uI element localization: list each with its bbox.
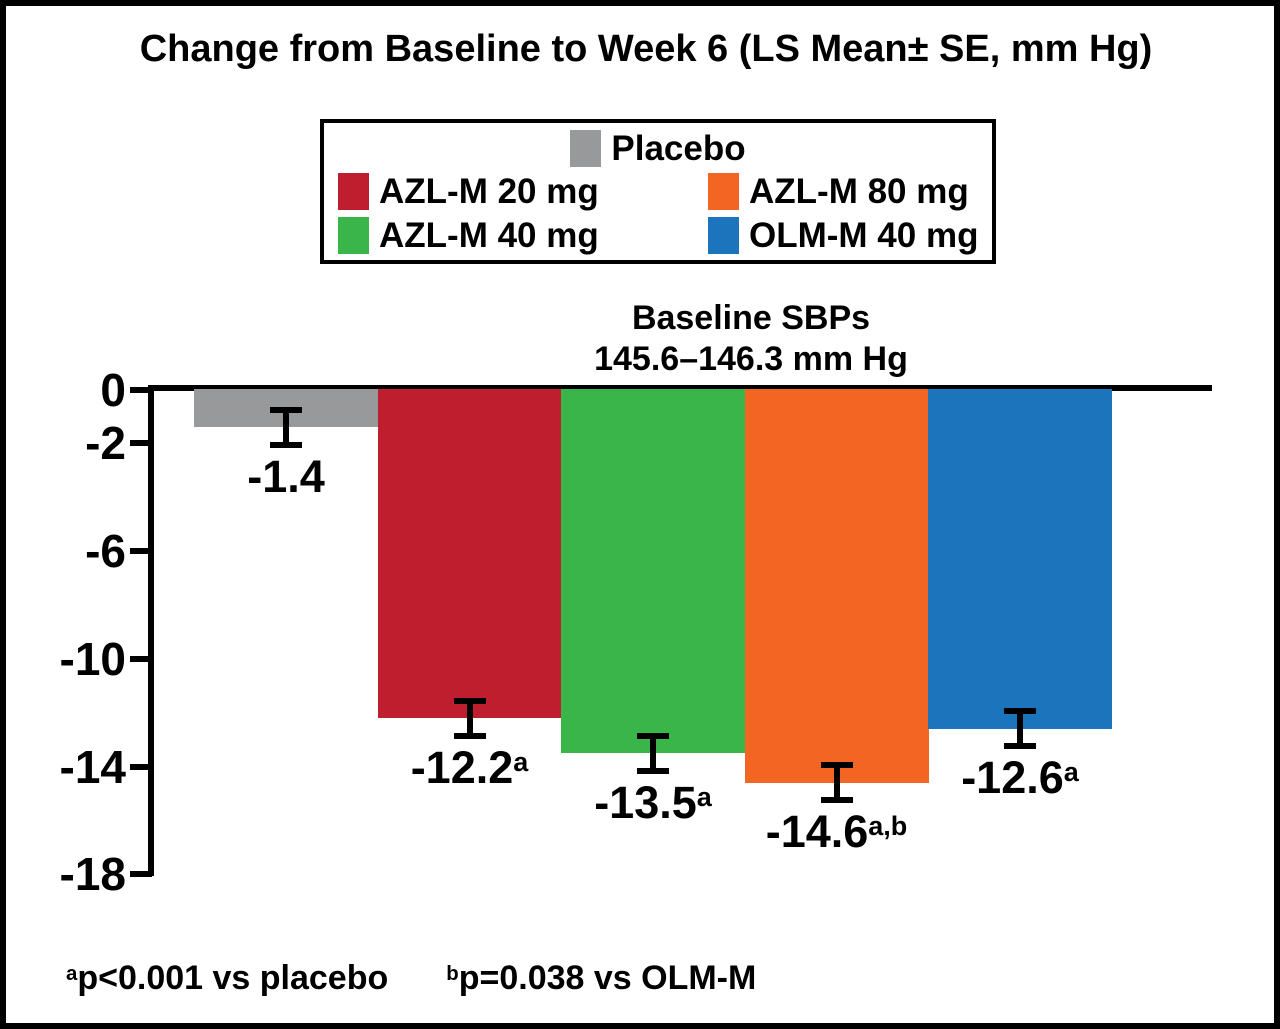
footnote-superscript-a: a: [66, 962, 78, 985]
error-bar-cap-bottom-olmm40: [1004, 743, 1036, 750]
legend: Placebo AZL-M 20 mg AZL-M 80 mg AZL-M 40 mg…: [320, 119, 996, 264]
bar-value-placebo: -1.4: [247, 450, 325, 502]
legend-label-azlm40: AZL-M 40 mg: [379, 215, 599, 255]
bar-value-azlm80: -14.6: [765, 806, 869, 858]
bar-value-azlm40: -13.5: [594, 776, 697, 828]
error-bar-cap-bottom-azlm80: [820, 797, 853, 804]
error-bar-cap-top-placebo: [270, 406, 302, 413]
chart-title: Change from Baseline to Week 6 (LS Mean±…: [139, 28, 1153, 70]
legend-item-azlm20: AZL-M 20 mg: [324, 173, 694, 210]
bar-azlm40: [561, 389, 745, 754]
legend-label-olmm40: OLM-M 40 mg: [749, 215, 979, 255]
legend-label-placebo: Placebo: [611, 128, 746, 168]
y-axis-tick-label: 0: [100, 363, 126, 416]
legend-label-azlm80: AZL-M 80 mg: [749, 172, 969, 211]
error-bar-placebo: [283, 409, 289, 445]
footnotes: ap<0.001 vs placebo bp=0.038 vs OLM-M: [66, 958, 756, 1003]
error-bar-azlm40: [650, 735, 656, 771]
legend-item-olmm40: OLM-M 40 mg: [694, 215, 992, 255]
bar-value-olmm40: -12.6: [961, 752, 1064, 804]
legend-swatch-olmm40: [708, 216, 739, 254]
bar-value-azlm20: -12.2: [410, 741, 514, 793]
bar-value-label-azlm80: -14.6a,b: [697, 808, 977, 862]
bar-value-label-azlm20: -12.2a: [330, 741, 610, 798]
y-axis-tick: [130, 386, 152, 393]
bar-value-label-placebo: -1.4: [146, 450, 426, 502]
footnote-text-b: p=0.038 vs OLM-M: [458, 959, 757, 997]
bar-olmm40: [928, 389, 1112, 729]
legend-row: AZL-M 20 mg AZL-M 80 mg: [324, 173, 992, 210]
legend-swatch-azlm40: [338, 216, 369, 254]
bar-azlm20: [377, 389, 562, 719]
y-axis-tick-label: -10: [59, 632, 126, 685]
y-axis-tick: [130, 871, 152, 878]
error-bar-cap-bottom-placebo: [270, 441, 302, 448]
bar-azlm80: [744, 389, 929, 783]
y-axis-tick-label: -6: [85, 525, 126, 578]
legend-row: Placebo: [324, 128, 992, 168]
legend-item-placebo: Placebo: [570, 128, 746, 168]
error-bar-cap-top-azlm80: [820, 762, 853, 769]
y-axis-tick: [130, 548, 152, 555]
error-bar-azlm80: [833, 765, 840, 801]
error-bar-cap-top-azlm40: [637, 732, 669, 739]
y-axis-tick: [130, 763, 152, 770]
legend-swatch-azlm20: [338, 173, 369, 210]
error-bar-cap-bottom-azlm20: [453, 732, 486, 739]
y-axis-line: [148, 385, 154, 876]
x-axis-zero-line: [148, 385, 1212, 391]
bar-value-label-azlm40: -13.5a: [513, 776, 793, 833]
y-axis-tick-label: -18: [59, 848, 126, 901]
y-axis-tick-label: -2: [85, 417, 126, 470]
error-bar-olmm40: [1017, 711, 1023, 747]
bar-value-label-olmm40: -12.6a: [880, 754, 1160, 808]
bar-value-superscript-azlm20: a: [513, 746, 529, 777]
legend-swatch-azlm80: [708, 173, 739, 210]
legend-swatch-placebo: [570, 129, 602, 167]
legend-item-azlm40: AZL-M 40 mg: [324, 215, 694, 255]
error-bar-azlm20: [466, 700, 473, 736]
error-bar-cap-top-olmm40: [1004, 708, 1036, 715]
y-axis-tick: [130, 440, 152, 447]
footnote-b: bp=0.038 vs OLM-M: [446, 958, 756, 1003]
bar-value-superscript-azlm40: a: [696, 781, 712, 812]
baseline-annotation-line1: Baseline SBPs: [631, 299, 871, 337]
legend-row: AZL-M 40 mg OLM-M 40 mg: [324, 215, 992, 255]
bar-value-superscript-azlm80: a,b: [868, 811, 908, 842]
error-bar-cap-bottom-azlm40: [637, 767, 669, 774]
baseline-annotation-line2: 145.6–146.3 mm Hg: [594, 340, 908, 378]
footnote-a: ap<0.001 vs placebo: [66, 958, 388, 1003]
y-axis-tick-label: -14: [59, 740, 126, 793]
legend-label-azlm20: AZL-M 20 mg: [379, 172, 599, 211]
y-axis-tick: [130, 655, 152, 662]
legend-item-azlm80: AZL-M 80 mg: [694, 173, 992, 210]
bar-value-superscript-olmm40: a: [1063, 757, 1079, 788]
error-bar-cap-top-azlm20: [453, 697, 486, 704]
footnote-text-a: p<0.001 vs placebo: [77, 959, 389, 997]
baseline-annotation: Baseline SBPs 145.6–146.3 mm Hg: [451, 298, 1051, 380]
footnote-superscript-b: b: [446, 962, 459, 985]
